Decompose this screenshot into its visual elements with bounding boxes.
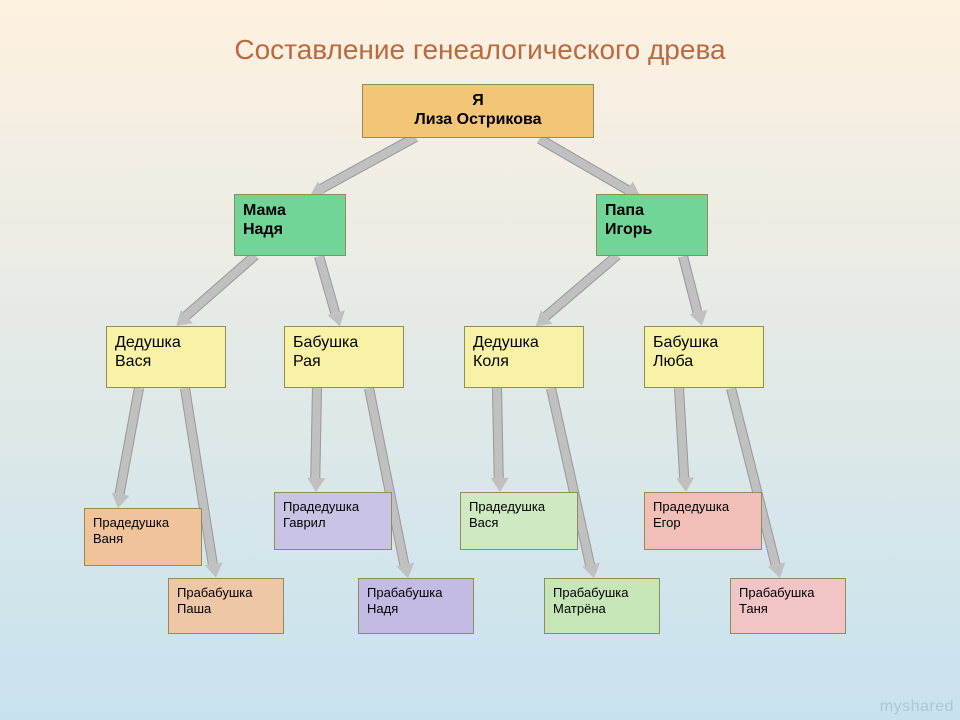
tree-arrow — [531, 251, 622, 332]
tree-node-label: Прабабушка Матрёна — [553, 585, 651, 616]
tree-node-label: Прабабушка Надя — [367, 585, 465, 616]
tree-node-label: Дедушка Коля — [473, 333, 575, 371]
tree-arrow — [111, 387, 147, 510]
tree-arrow — [725, 386, 787, 579]
tree-arrow — [677, 254, 709, 327]
tree-node-ggv: Прадедушка Ваня — [84, 508, 202, 566]
tree-node-label: Бабушка Рая — [293, 333, 395, 371]
tree-node-label: Прадедушка Ваня — [93, 515, 193, 546]
tree-node-label: Бабушка Люба — [653, 333, 755, 371]
tree-node-gmr: Бабушка Рая — [284, 326, 404, 388]
family-tree-canvas: Составление генеалогического древа mysha… — [0, 0, 960, 720]
tree-node-gpv: Дедушка Вася — [106, 326, 226, 388]
tree-node-ggbm: Прабабушка Матрёна — [544, 578, 660, 634]
tree-node-ggbp: Прабабушка Паша — [168, 578, 284, 634]
tree-arrow — [536, 132, 643, 202]
tree-node-label: Мама Надя — [243, 201, 337, 239]
tree-node-gml: Бабушка Люба — [644, 326, 764, 388]
tree-node-me: Я Лиза Острикова — [362, 84, 594, 138]
tree-node-mom: Мама Надя — [234, 194, 346, 256]
tree-node-ggg: Прадедушка Гаврил — [274, 492, 392, 550]
tree-node-label: Прадедушка Вася — [469, 499, 569, 530]
tree-arrow — [363, 387, 415, 580]
tree-node-label: Прадедушка Егор — [653, 499, 753, 530]
tree-arrow — [545, 386, 601, 579]
tree-node-label: Папа Игорь — [605, 201, 699, 239]
tree-node-label: Я Лиза Острикова — [371, 91, 585, 129]
watermark: myshared — [880, 698, 954, 716]
tree-node-gge: Прадедушка Егор — [644, 492, 762, 550]
tree-node-ggbt: Прабабушка Таня — [730, 578, 846, 634]
tree-node-gpk: Дедушка Коля — [464, 326, 584, 388]
diagram-title: Составление генеалогического древа — [0, 34, 960, 66]
tree-node-ggva: Прадедушка Вася — [460, 492, 578, 550]
tree-node-label: Дедушка Вася — [115, 333, 217, 371]
tree-arrow — [309, 388, 325, 492]
tree-node-ggbn: Прабабушка Надя — [358, 578, 474, 634]
tree-node-dad: Папа Игорь — [596, 194, 708, 256]
tree-node-label: Прабабушка Таня — [739, 585, 837, 616]
tree-arrow — [307, 132, 420, 202]
tree-arrow — [491, 388, 507, 492]
tree-arrow — [313, 254, 346, 328]
tree-node-label: Прабабушка Паша — [177, 585, 275, 616]
tree-node-label: Прадедушка Гаврил — [283, 499, 383, 530]
tree-arrow — [171, 251, 260, 332]
tree-arrow — [673, 388, 693, 493]
